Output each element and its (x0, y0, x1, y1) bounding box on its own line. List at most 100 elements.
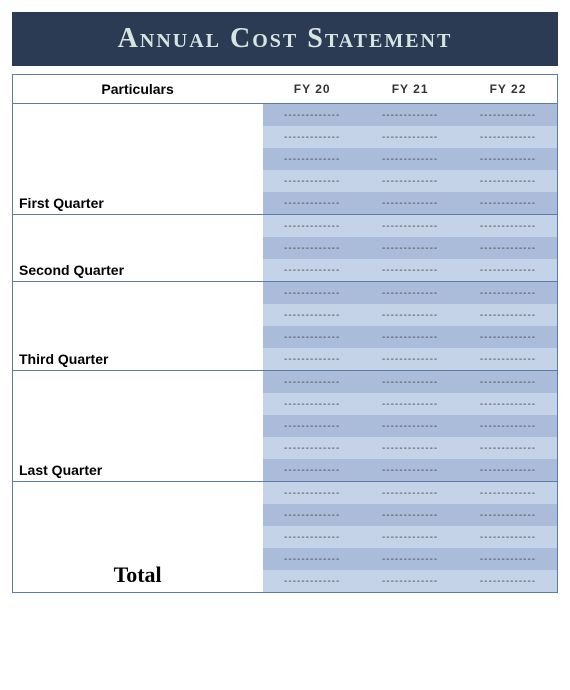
cell: ------------- (459, 126, 557, 148)
cell: ------------- (263, 237, 361, 259)
table-row: --------------------------------------- (263, 126, 557, 148)
cell: ------------- (263, 215, 361, 237)
cell: ------------- (361, 126, 459, 148)
cell: ------------- (361, 215, 459, 237)
table-row: --------------------------------------- (263, 526, 557, 548)
cell: ------------- (459, 348, 557, 370)
cell: ------------- (459, 259, 557, 281)
total-label: Total (13, 562, 262, 592)
cell: ------------- (459, 526, 557, 548)
table-row: --------------------------------------- (263, 148, 557, 170)
section-2: Third Quarter---------------------------… (13, 282, 557, 371)
cell: ------------- (263, 304, 361, 326)
cell: ------------- (361, 148, 459, 170)
table-row: --------------------------------------- (263, 437, 557, 459)
cell: ------------- (459, 215, 557, 237)
table-row: --------------------------------------- (263, 548, 557, 570)
cell: ------------- (459, 104, 557, 126)
table-row: --------------------------------------- (263, 215, 557, 237)
cell: ------------- (459, 170, 557, 192)
table-row: --------------------------------------- (263, 415, 557, 437)
cell: ------------- (263, 259, 361, 281)
table-row: --------------------------------------- (263, 570, 557, 592)
cell: ------------- (459, 482, 557, 504)
cell: ------------- (263, 126, 361, 148)
cell: ------------- (263, 526, 361, 548)
table-row: --------------------------------------- (263, 348, 557, 370)
label-spacer (13, 371, 262, 459)
cell: ------------- (459, 437, 557, 459)
cell: ------------- (361, 437, 459, 459)
cell: ------------- (361, 393, 459, 415)
cell: ------------- (361, 192, 459, 214)
table-row: --------------------------------------- (263, 282, 557, 304)
cell: ------------- (459, 282, 557, 304)
cell: ------------- (263, 192, 361, 214)
cell: ------------- (361, 282, 459, 304)
table-row: --------------------------------------- (263, 459, 557, 481)
cell: ------------- (263, 393, 361, 415)
table-row: --------------------------------------- (263, 237, 557, 259)
col-header-particulars: Particulars (13, 76, 262, 102)
label-spacer (13, 482, 262, 562)
cell: ------------- (263, 326, 361, 348)
cell: ------------- (361, 415, 459, 437)
cell: ------------- (459, 371, 557, 393)
cell: ------------- (263, 348, 361, 370)
cell: ------------- (361, 371, 459, 393)
cell: ------------- (459, 192, 557, 214)
table-row: --------------------------------------- (263, 104, 557, 126)
table-row: --------------------------------------- (263, 304, 557, 326)
cell: ------------- (361, 170, 459, 192)
cell: ------------- (361, 570, 459, 592)
label-spacer (13, 104, 262, 192)
cell: ------------- (263, 371, 361, 393)
label-spacer (13, 215, 262, 259)
table-row: --------------------------------------- (263, 504, 557, 526)
section-1: Second Quarter--------------------------… (13, 215, 557, 282)
cell: ------------- (459, 393, 557, 415)
cell: ------------- (459, 148, 557, 170)
cell: ------------- (263, 415, 361, 437)
section-total: Total-----------------------------------… (13, 482, 557, 592)
cell: ------------- (361, 259, 459, 281)
cell: ------------- (361, 504, 459, 526)
cell: ------------- (361, 526, 459, 548)
cell: ------------- (263, 148, 361, 170)
table-row: --------------------------------------- (263, 326, 557, 348)
col-header-year-1: FY 21 (361, 75, 459, 103)
cell: ------------- (361, 304, 459, 326)
quarter-label: Third Quarter (13, 348, 262, 370)
quarter-label: First Quarter (13, 192, 262, 214)
cell: ------------- (263, 170, 361, 192)
cell: ------------- (361, 548, 459, 570)
table-row: --------------------------------------- (263, 482, 557, 504)
col-header-year-2: FY 22 (459, 75, 557, 103)
cell: ------------- (459, 504, 557, 526)
table-row: --------------------------------------- (263, 170, 557, 192)
table-row: --------------------------------------- (263, 371, 557, 393)
cell: ------------- (263, 570, 361, 592)
cell: ------------- (361, 459, 459, 481)
quarter-label: Last Quarter (13, 459, 262, 481)
cell: ------------- (361, 482, 459, 504)
cell: ------------- (459, 304, 557, 326)
section-0: First Quarter---------------------------… (13, 104, 557, 215)
cell: ------------- (361, 104, 459, 126)
page-title: Annual Cost Statement (12, 12, 558, 66)
cell: ------------- (263, 548, 361, 570)
quarter-label: Second Quarter (13, 259, 262, 281)
table-row: --------------------------------------- (263, 259, 557, 281)
cell: ------------- (361, 348, 459, 370)
table-header-row: Particulars FY 20 FY 21 FY 22 (13, 75, 557, 104)
cell: ------------- (459, 415, 557, 437)
cell: ------------- (459, 548, 557, 570)
cell: ------------- (459, 570, 557, 592)
cell: ------------- (459, 459, 557, 481)
cost-table: Particulars FY 20 FY 21 FY 22 First Quar… (12, 74, 558, 593)
cell: ------------- (263, 459, 361, 481)
cell: ------------- (361, 237, 459, 259)
cell: ------------- (263, 504, 361, 526)
table-row: --------------------------------------- (263, 393, 557, 415)
section-3: Last Quarter----------------------------… (13, 371, 557, 482)
